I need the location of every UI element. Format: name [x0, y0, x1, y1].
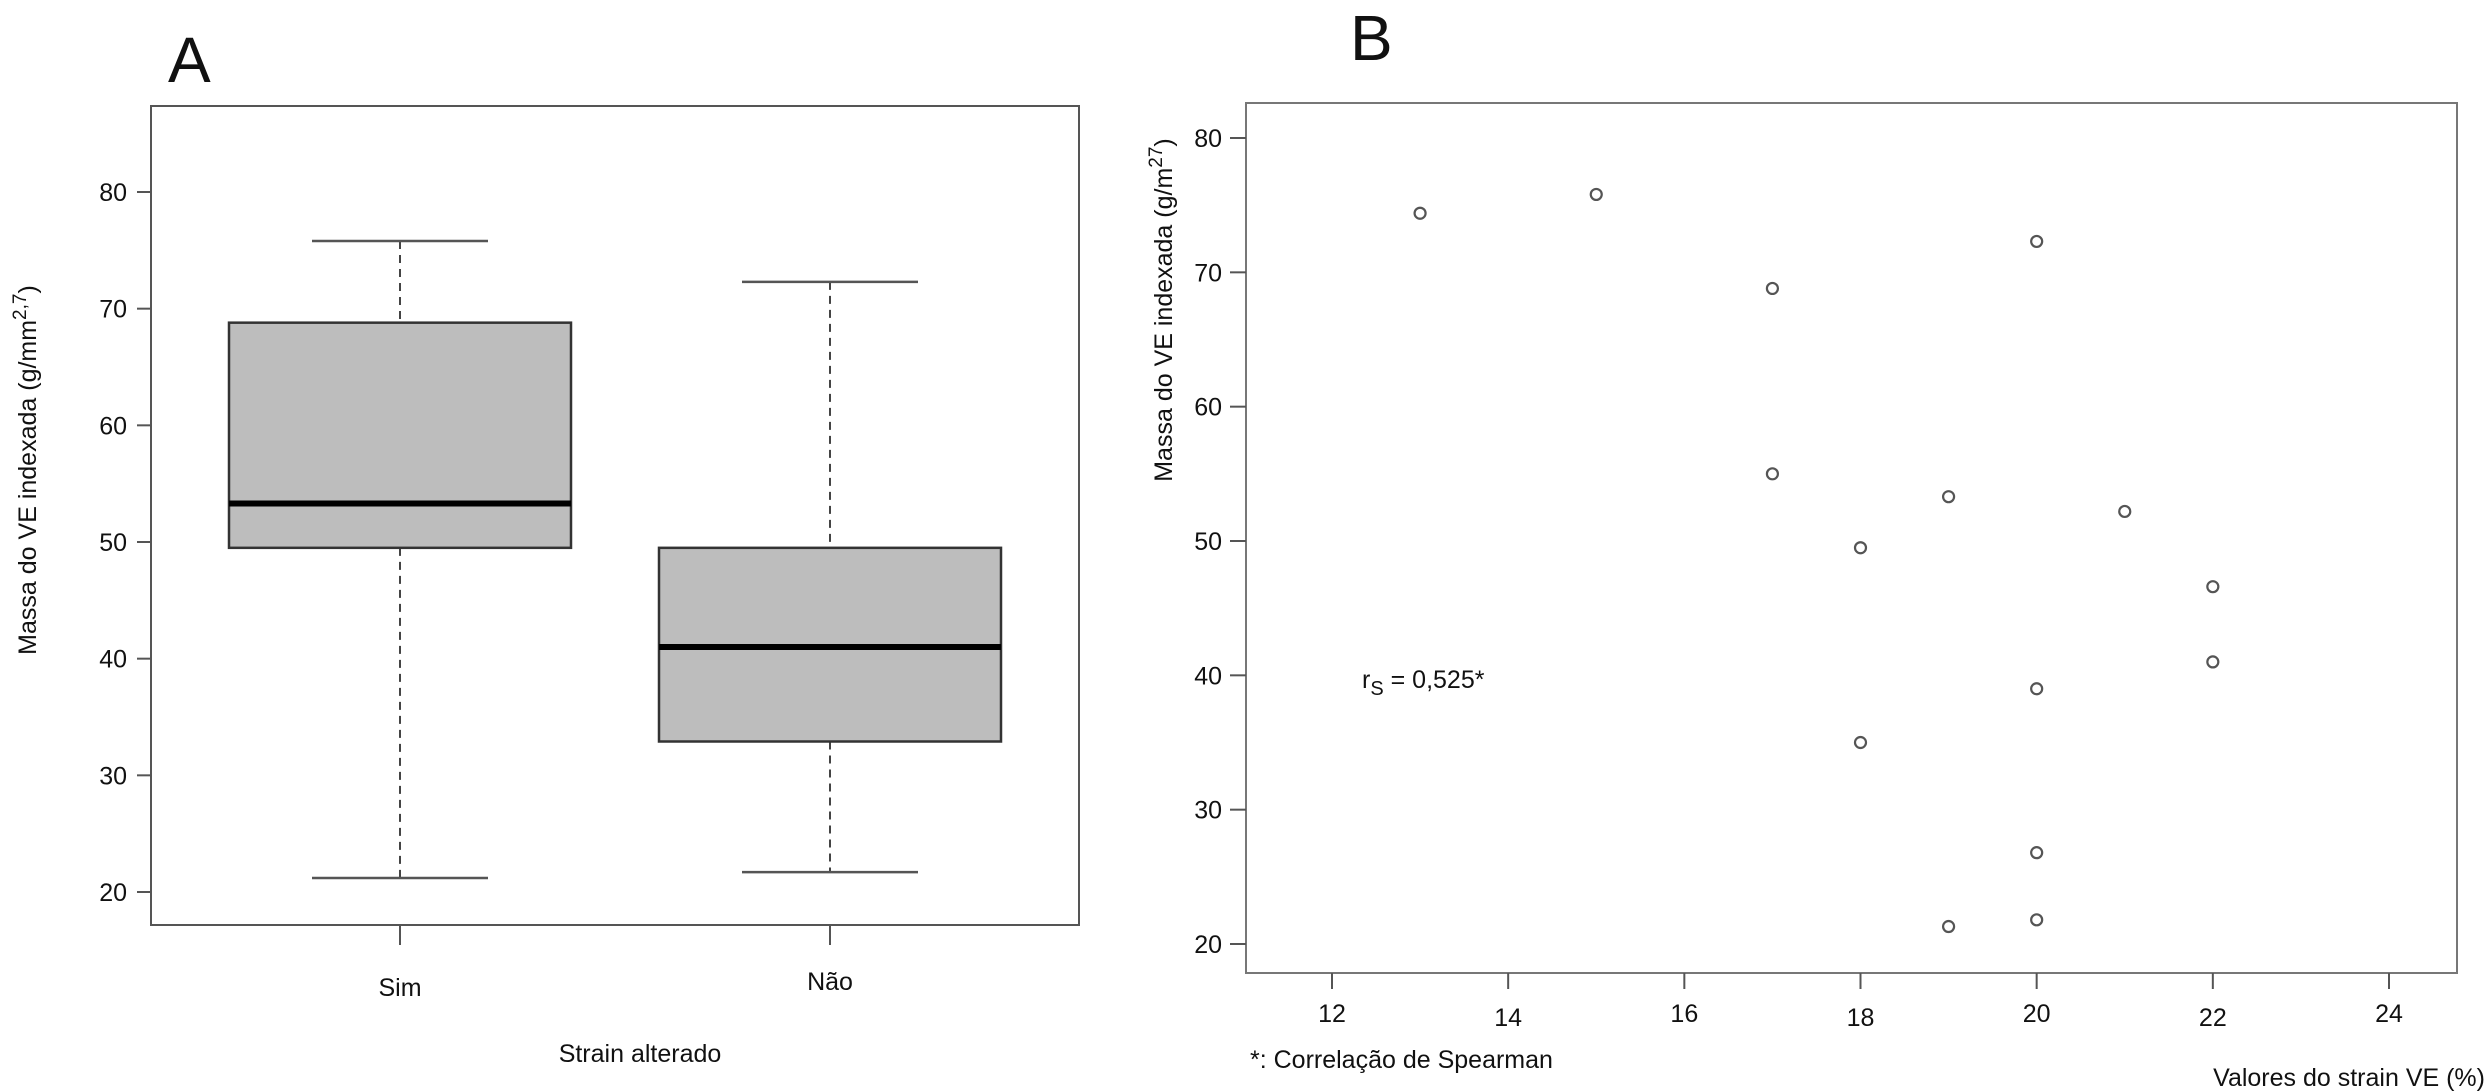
data-point — [1413, 206, 1427, 220]
panel-label-b: B — [1350, 2, 1393, 74]
y-tick-label: 40 — [99, 646, 127, 674]
data-point — [1853, 541, 1868, 555]
x-axis-label: Valores do strain VE (%) — [2213, 1064, 2485, 1092]
data-point — [1589, 187, 1603, 202]
x-tick-label: 14 — [1494, 1004, 1522, 1032]
scatter-panel-b: 20 30 40 50 60 70 80 12 14 16 18 20 22 24 rS = 0,525* *… — [1146, 102, 2485, 1092]
y-tick-label: 80 — [99, 179, 127, 207]
y-tick-label: 50 — [99, 529, 127, 557]
y-tick-label: 70 — [99, 296, 127, 324]
plot-frame — [1245, 102, 2458, 974]
x-tick-label: 24 — [2375, 1000, 2403, 1028]
data-point — [2030, 846, 2044, 860]
y-tick-label: 20 — [1194, 931, 1222, 959]
data-point — [2206, 655, 2220, 669]
correlation-annotation: rS = 0,525* — [1362, 666, 1485, 700]
panel-label-a: A — [168, 24, 211, 96]
footnote: *: Correlação de Spearman — [1250, 1046, 1553, 1074]
y-tick-label: 60 — [1194, 394, 1222, 422]
data-point — [2206, 580, 2220, 594]
data-point — [1941, 490, 1956, 504]
y-tick-label: 80 — [1194, 125, 1222, 153]
x-tick-label: Sim — [378, 974, 421, 1002]
data-point — [1765, 467, 1780, 481]
data-point — [2030, 682, 2044, 696]
x-tick-label: Não — [807, 968, 853, 996]
data-point — [2118, 504, 2132, 519]
y-tick-label: 30 — [99, 762, 127, 790]
boxplot-panel-a: 20 30 40 50 60 70 80 Sim Não Strain alterado Massa… — [10, 105, 1080, 1068]
x-tick-label: 12 — [1318, 1000, 1346, 1028]
y-tick-label: 20 — [99, 879, 127, 907]
plot-frame — [150, 105, 1080, 926]
y-tick-label: 60 — [99, 412, 127, 440]
x-axis-label: Strain alterado — [559, 1040, 722, 1068]
x-tick-label: 20 — [2023, 1000, 2051, 1028]
box-0 — [227, 321, 573, 550]
data-point — [1941, 919, 1956, 934]
data-point — [2030, 913, 2044, 927]
data-point — [1853, 735, 1868, 750]
y-axis-label: Massa do VE indexada (g/m27) — [1146, 138, 1178, 482]
y-tick-label: 40 — [1194, 662, 1222, 690]
y-tick-label: 30 — [1194, 797, 1222, 825]
x-tick-label: 18 — [1847, 1004, 1875, 1032]
x-tick-label: 22 — [2199, 1004, 2227, 1032]
y-tick-label: 70 — [1194, 259, 1222, 287]
y-tick-label: 50 — [1194, 528, 1222, 556]
data-point — [1765, 281, 1780, 296]
data-point — [2030, 234, 2044, 249]
y-axis-label: Massa do VE indexada (g/mm2,7) — [10, 285, 42, 655]
x-tick-label: 16 — [1670, 1000, 1698, 1028]
